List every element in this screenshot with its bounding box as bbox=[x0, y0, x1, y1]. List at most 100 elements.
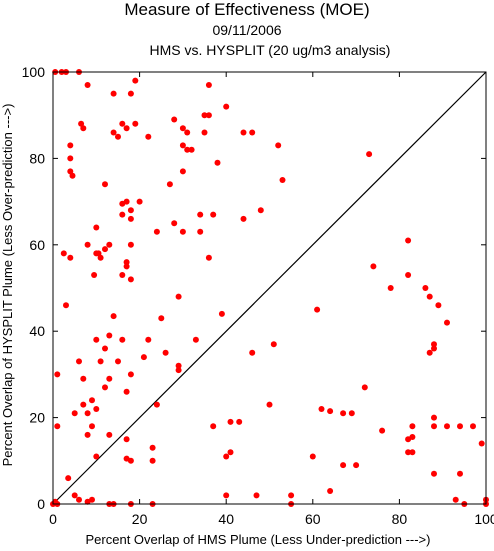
y-tick-label: 100 bbox=[22, 64, 46, 80]
data-point bbox=[444, 319, 450, 326]
data-point bbox=[149, 457, 156, 464]
data-point bbox=[123, 198, 130, 205]
data-point bbox=[444, 423, 450, 430]
data-point bbox=[192, 336, 199, 343]
data-point bbox=[162, 349, 169, 356]
data-point bbox=[89, 397, 95, 404]
y-tick-label: 20 bbox=[29, 410, 45, 426]
data-point bbox=[106, 241, 113, 248]
x-tick-label: 60 bbox=[305, 511, 321, 527]
data-point bbox=[123, 388, 130, 395]
data-point bbox=[309, 453, 316, 460]
y-axis-label: Percent Overlap of HYSPLIT Plume (Less O… bbox=[0, 104, 15, 467]
data-point bbox=[127, 207, 134, 214]
data-point bbox=[67, 142, 74, 149]
data-point bbox=[102, 384, 108, 391]
data-point bbox=[452, 496, 459, 503]
data-point bbox=[431, 423, 437, 430]
data-point bbox=[197, 228, 204, 235]
data-point bbox=[54, 371, 61, 378]
data-point bbox=[179, 228, 186, 235]
x-tick-label: 0 bbox=[49, 511, 57, 527]
data-point bbox=[184, 146, 191, 153]
reference-line-y-equals-x bbox=[52, 71, 487, 505]
data-point bbox=[266, 401, 273, 408]
data-point bbox=[249, 349, 256, 356]
x-tick-label: 100 bbox=[474, 511, 494, 527]
data-point bbox=[405, 272, 412, 278]
data-point bbox=[127, 276, 134, 283]
y-tick-label: 60 bbox=[29, 237, 45, 253]
data-point bbox=[80, 401, 87, 408]
data-point bbox=[119, 272, 126, 278]
data-point bbox=[179, 168, 186, 175]
data-point bbox=[127, 215, 134, 222]
data-points bbox=[50, 69, 489, 507]
data-point bbox=[431, 414, 437, 421]
data-point bbox=[205, 82, 212, 88]
data-point bbox=[145, 336, 152, 343]
data-point bbox=[175, 293, 182, 300]
data-point bbox=[76, 358, 82, 365]
data-point bbox=[67, 155, 74, 162]
plot-frame bbox=[52, 71, 487, 505]
data-point bbox=[119, 336, 126, 343]
data-point bbox=[353, 462, 360, 469]
data-point bbox=[123, 259, 130, 266]
data-point bbox=[279, 177, 286, 183]
data-point bbox=[60, 250, 67, 257]
data-point bbox=[409, 434, 416, 440]
data-point bbox=[171, 220, 178, 227]
data-point bbox=[145, 133, 152, 140]
data-point bbox=[340, 462, 347, 469]
data-point bbox=[387, 285, 394, 291]
data-point bbox=[175, 362, 182, 369]
data-point bbox=[127, 241, 134, 248]
data-point bbox=[340, 410, 347, 417]
y-tick-label: 40 bbox=[29, 323, 45, 339]
data-point bbox=[71, 492, 78, 499]
data-point bbox=[76, 496, 82, 503]
data-point bbox=[84, 82, 91, 88]
data-point bbox=[218, 310, 225, 317]
data-point bbox=[314, 306, 321, 313]
data-point bbox=[366, 151, 373, 158]
data-point bbox=[240, 215, 247, 222]
chart-title: Measure of Effectiveness (MOE) bbox=[124, 0, 369, 19]
data-point bbox=[431, 470, 437, 477]
y-tick-label: 0 bbox=[37, 496, 45, 512]
data-point bbox=[435, 302, 442, 309]
data-point bbox=[431, 341, 437, 348]
data-point bbox=[184, 129, 191, 136]
data-point bbox=[115, 358, 121, 365]
chart-date: 09/11/2006 bbox=[212, 22, 281, 38]
data-point bbox=[422, 285, 429, 291]
data-point bbox=[236, 418, 243, 425]
data-point bbox=[110, 129, 117, 136]
data-point bbox=[84, 241, 91, 248]
data-point bbox=[457, 470, 463, 477]
data-point bbox=[91, 272, 98, 278]
data-point bbox=[93, 336, 100, 343]
data-point bbox=[223, 103, 230, 110]
data-point bbox=[201, 129, 208, 136]
data-point bbox=[270, 341, 277, 348]
data-point bbox=[158, 315, 165, 322]
data-point bbox=[97, 254, 104, 261]
x-tick-label: 20 bbox=[132, 511, 148, 527]
data-point bbox=[110, 90, 117, 97]
data-point bbox=[67, 254, 74, 261]
data-point bbox=[106, 332, 113, 339]
chart-subtitle: HMS vs. HYSPLIT (20 ug/m3 analysis) bbox=[150, 42, 391, 58]
data-point bbox=[63, 302, 69, 309]
data-point bbox=[327, 488, 334, 494]
data-point bbox=[52, 498, 59, 505]
data-point bbox=[348, 410, 355, 417]
data-point bbox=[93, 453, 100, 460]
data-point bbox=[205, 112, 212, 119]
y-tick-labels: 0 20 40 60 80 100 bbox=[22, 64, 46, 512]
data-point bbox=[409, 423, 416, 430]
data-point bbox=[227, 418, 234, 425]
data-point bbox=[275, 142, 282, 149]
